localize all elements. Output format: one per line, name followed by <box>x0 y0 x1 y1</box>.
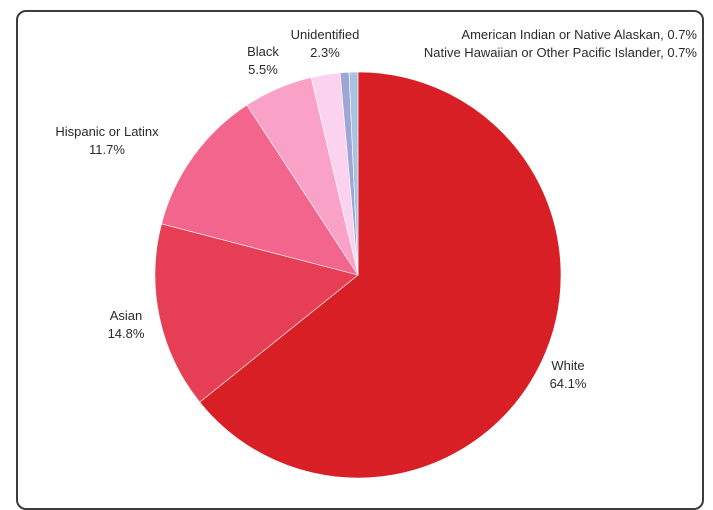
label-white-name: White <box>551 358 584 373</box>
label-black-value: 5.5% <box>248 62 278 77</box>
label-white-value: 64.1% <box>550 376 587 391</box>
label-unidentified-name: Unidentified <box>291 27 360 42</box>
pie-slice-hispanic-or-latinx <box>161 104 359 276</box>
label-american-indian-text: American Indian or Native Alaskan, 0.7% <box>461 27 697 42</box>
label-hispanic-value: 11.7% <box>89 142 125 157</box>
label-native-hawaiian-text: Native Hawaiian or Other Pacific Islande… <box>424 45 698 60</box>
label-native-hawaiian-name: Native Hawaiian or Other Pacific Islande… <box>424 45 662 60</box>
label-black-name: Black <box>247 44 279 59</box>
label-native-hawaiian: Native Hawaiian or Other Pacific Islande… <box>424 45 698 60</box>
pie-chart: White 64.1% Asian 14.8% Hispanic or Lati… <box>55 27 698 479</box>
label-hispanic: Hispanic or Latinx 11.7% <box>55 124 159 157</box>
label-native-hawaiian-sep: , <box>660 45 667 60</box>
label-black: Black 5.5% <box>247 44 279 77</box>
label-american-indian: American Indian or Native Alaskan, 0.7% <box>461 27 697 42</box>
label-american-indian-name: American Indian or Native Alaskan <box>461 27 660 42</box>
label-unidentified: Unidentified 2.3% <box>291 27 360 60</box>
label-white: White 64.1% <box>550 358 587 391</box>
pie-slice-asian <box>154 223 359 403</box>
label-american-indian-value: 0.7% <box>667 27 697 42</box>
label-american-indian-sep: , <box>660 27 667 42</box>
label-asian-name: Asian <box>110 308 143 323</box>
label-asian-value: 14.8% <box>108 326 145 341</box>
label-native-hawaiian-value: 0.7% <box>667 45 697 60</box>
pie-slice-white <box>199 71 562 479</box>
pie-slice-native-hawaiian-or-other-pacific-islander <box>348 71 359 276</box>
pie-slices <box>154 71 562 479</box>
label-unidentified-value: 2.3% <box>310 45 340 60</box>
label-asian: Asian 14.8% <box>108 308 145 341</box>
label-hispanic-name: Hispanic or Latinx <box>55 124 159 139</box>
